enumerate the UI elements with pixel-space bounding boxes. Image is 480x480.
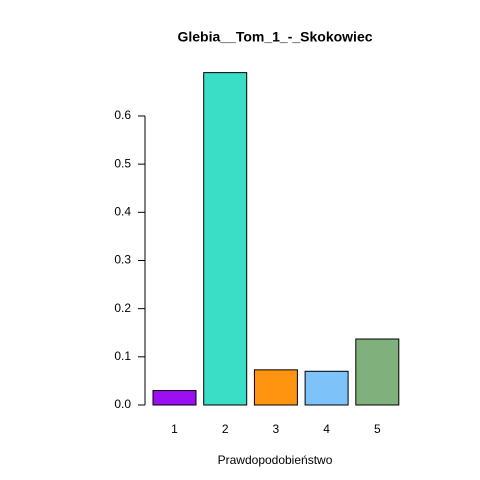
y-tick-label: 0.2 (114, 301, 131, 315)
x-tick-label: 1 (171, 422, 178, 436)
x-tick-label: 5 (374, 422, 381, 436)
y-tick-label: 0.0 (114, 397, 131, 411)
y-tick-label: 0.3 (114, 253, 131, 267)
chart-title: Glebia__Tom_1_-_Skokowiec (177, 29, 372, 45)
y-tick-label: 0.4 (114, 204, 131, 218)
y-tick-label: 0.5 (114, 156, 131, 170)
x-tick-label: 2 (222, 422, 229, 436)
y-tick-label: 0.1 (114, 349, 131, 363)
bar (203, 72, 248, 406)
x-tick-label: 4 (323, 422, 330, 436)
x-tick-label: 3 (273, 422, 280, 436)
bar (152, 390, 197, 406)
bar (253, 369, 298, 406)
x-axis-label: Prawdopodobieństwo (218, 453, 333, 467)
bar (355, 338, 400, 406)
bar (304, 370, 349, 406)
y-tick-label: 0.6 (114, 108, 131, 122)
